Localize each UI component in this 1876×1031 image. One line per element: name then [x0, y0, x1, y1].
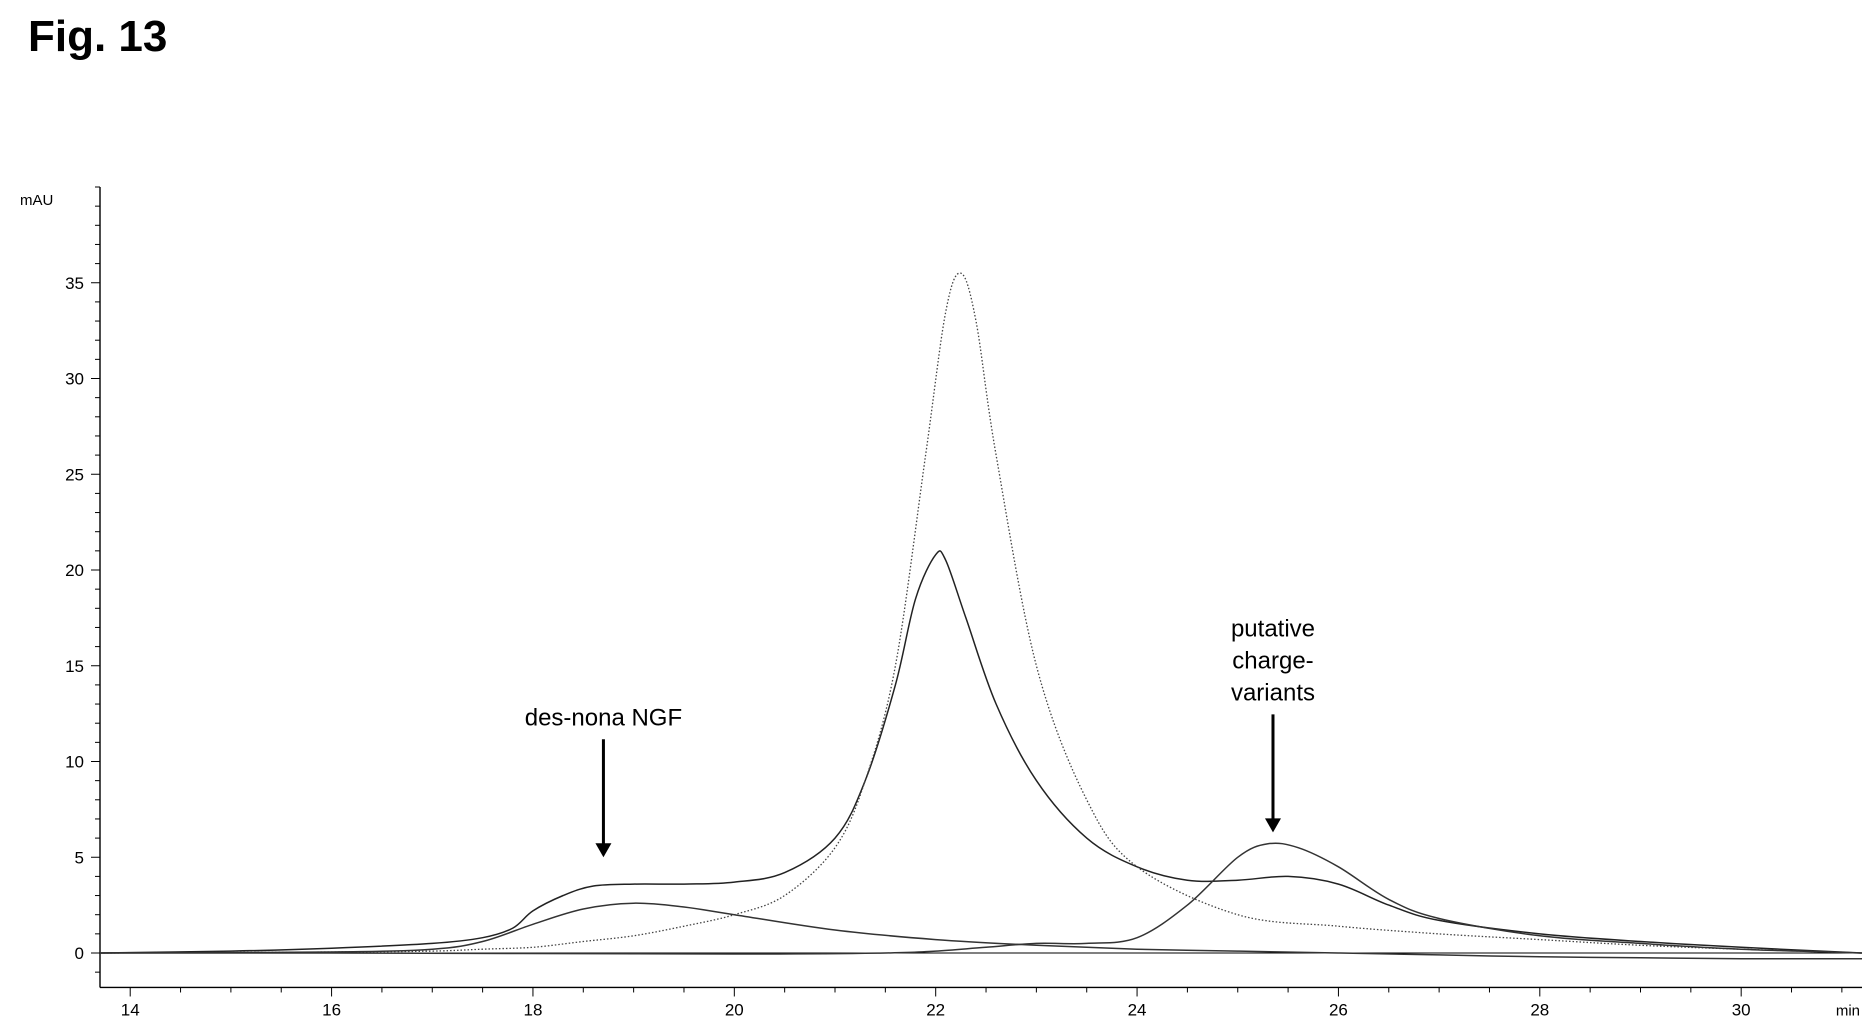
x-tick-label: 26	[1329, 1000, 1348, 1019]
x-tick-label: 16	[322, 1000, 341, 1019]
x-axis-label: min	[1836, 1002, 1860, 1019]
annotation-label: putative	[1231, 615, 1315, 642]
x-tick-label: 22	[926, 1000, 945, 1019]
x-tick-label: 18	[523, 1000, 542, 1019]
x-tick-label: 28	[1530, 1000, 1549, 1019]
series-line-1	[99, 550, 1863, 954]
series-line-3	[99, 902, 1863, 960]
series-line-4	[99, 842, 1863, 955]
annotation-label: variants	[1231, 679, 1315, 706]
annotations: des-nona NGF putative charge-variants	[525, 615, 1315, 858]
x-tick-label: 24	[1128, 1000, 1147, 1019]
y-tick-label: 5	[75, 848, 84, 867]
y-tick-label: 10	[65, 753, 84, 772]
axes: 0 5 10 15 20 25 30 35 mAU 14 16 18 20 22 24 26 28 30 min	[20, 186, 1862, 1019]
x-tick-label: 14	[121, 1000, 140, 1019]
y-tick-label: 25	[65, 465, 84, 484]
series-group	[99, 272, 1863, 960]
annotation-label: des-nona NGF	[525, 704, 682, 731]
annotation-label: charge-	[1232, 647, 1313, 674]
x-tick-label: 30	[1732, 1000, 1751, 1019]
y-axis-label: mAU	[20, 192, 53, 209]
series-line-2	[99, 272, 1863, 954]
y-tick-label: 0	[75, 944, 84, 963]
x-tick-label: 20	[725, 1000, 744, 1019]
y-tick-label: 35	[65, 274, 84, 293]
annotation-arrowhead-1	[595, 843, 612, 858]
y-tick-label: 15	[65, 657, 84, 676]
annotation-arrowhead-2	[1264, 818, 1281, 833]
y-tick-label: 30	[65, 370, 84, 389]
figure-title: Fig. 13	[28, 12, 168, 61]
y-tick-label: 20	[65, 561, 84, 580]
